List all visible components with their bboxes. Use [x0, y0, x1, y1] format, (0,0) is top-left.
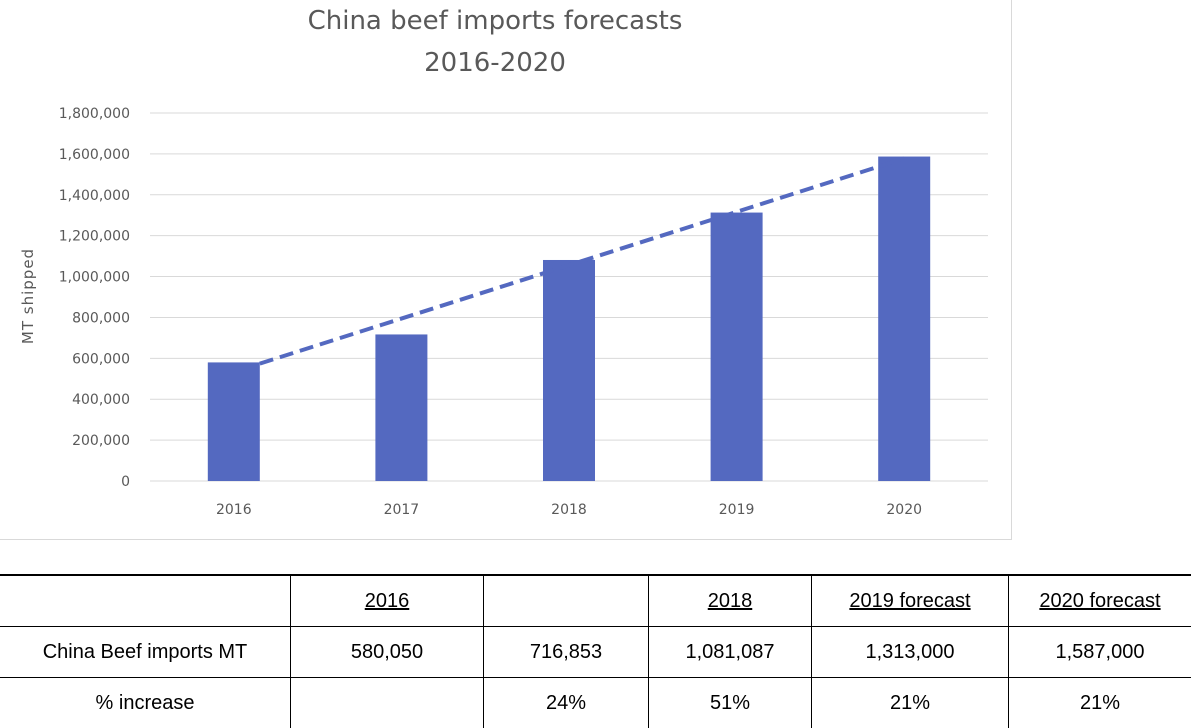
- chart-title-line-1: China beef imports forecasts: [150, 6, 840, 36]
- x-tick-label: 2016: [216, 502, 252, 518]
- bar: [543, 260, 595, 481]
- y-tick-label: 400,000: [72, 392, 130, 408]
- table-cell: 21%: [1009, 678, 1191, 728]
- y-tick-label: 1,600,000: [59, 147, 130, 163]
- x-tick-label: 2017: [384, 502, 420, 518]
- table-cell: 21%: [812, 678, 1009, 728]
- table-cell: 580,050: [291, 627, 484, 678]
- y-tick-label: 1,800,000: [59, 106, 130, 122]
- table-header-cell: 2016: [291, 575, 484, 627]
- y-tick-label: 0: [121, 474, 130, 490]
- table-header-cell: 2018: [649, 575, 812, 627]
- table-header-cell: [484, 575, 649, 627]
- table-header-cell: 2019 forecast: [812, 575, 1009, 627]
- table-row-label: China Beef imports MT: [0, 627, 291, 678]
- y-tick-label: 1,400,000: [59, 188, 130, 204]
- table-header-cell: 2020 forecast: [1009, 575, 1191, 627]
- y-tick-label: 1,200,000: [59, 229, 130, 245]
- y-tick-label: 600,000: [72, 351, 130, 367]
- table-row: % increase 24% 51% 21% 21%: [0, 678, 1191, 728]
- table-cell: [291, 678, 484, 728]
- table-row-label: % increase: [0, 678, 291, 728]
- data-table: 2016 2018 2019 forecast 2020 forecast Ch…: [0, 574, 1191, 728]
- table-row: China Beef imports MT 580,050 716,853 1,…: [0, 627, 1191, 678]
- x-tick-label: 2018: [551, 502, 587, 518]
- table-cell: 1,587,000: [1009, 627, 1191, 678]
- bar: [878, 157, 930, 481]
- y-tick-label: 800,000: [72, 310, 130, 326]
- y-tick-label: 200,000: [72, 433, 130, 449]
- table-cell: 51%: [649, 678, 812, 728]
- table-header-row: 2016 2018 2019 forecast 2020 forecast: [0, 575, 1191, 627]
- bar: [208, 362, 260, 481]
- bar-chart: 0 200,000 400,000 600,000 800,000 1,000,000 1,…: [0, 0, 1012, 540]
- chart-title-line-2: 2016-2020: [150, 48, 840, 78]
- bar: [711, 213, 763, 481]
- x-tick-label: 2019: [719, 502, 755, 518]
- table-cell: 1,313,000: [812, 627, 1009, 678]
- table-cell: 716,853: [484, 627, 649, 678]
- bar: [375, 334, 427, 481]
- table-cell: 24%: [484, 678, 649, 728]
- y-axis-label: MT shipped: [19, 248, 37, 344]
- y-tick-label: 1,000,000: [59, 270, 130, 286]
- x-tick-label: 2020: [886, 502, 922, 518]
- table-header-cell: [0, 575, 291, 627]
- table-cell: 1,081,087: [649, 627, 812, 678]
- chart-area: 0 200,000 400,000 600,000 800,000 1,000,000 1,…: [0, 0, 1012, 540]
